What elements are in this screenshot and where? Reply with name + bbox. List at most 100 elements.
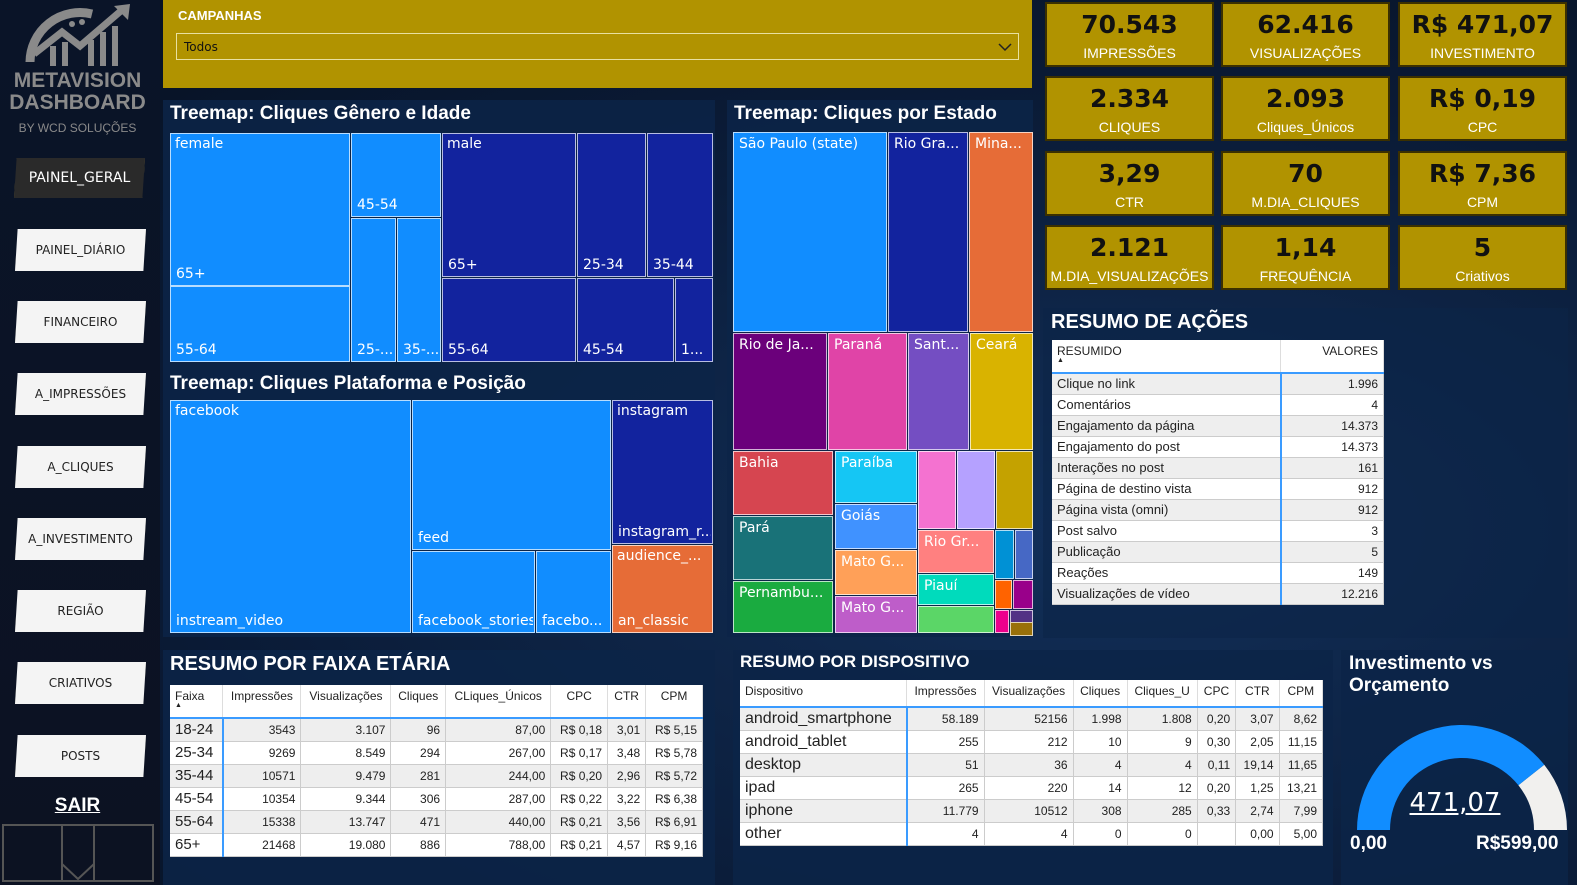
table-row[interactable]: 25-34 9269 8.549 294 267,00 R$ 0,17 3,48 R$ 5,7… [170,741,703,765]
treemap-platform-cell[interactable]: an_classic [612,545,713,633]
table-row[interactable]: iphone 11.779 10512 308 285 0,33 2,74 7,99 [740,799,1324,823]
table-row[interactable]: Clique no link 1.996 [1052,373,1384,395]
table-row[interactable]: 18-24 3543 3.107 96 87,00 R$ 0,18 3,01 R$ 5,15 [170,718,703,742]
treemap-gender-cell[interactable]: 45-54 [577,278,674,362]
column-header[interactable]: CTR [607,685,647,719]
treemap-state-cell[interactable]: Paraíba [835,451,917,503]
column-header[interactable]: Visualizações [984,680,1074,708]
table-row[interactable]: Página de destino vista 912 [1052,478,1384,500]
nav-posts[interactable]: POSTS [15,735,146,777]
table-row[interactable]: android_tablet 255 212 10 9 0,30 2,05 11,15 [740,730,1324,754]
treemap-state-cell[interactable]: Bahia [733,451,833,515]
treemap-state-cell[interactable]: Mina... [969,132,1033,332]
column-header[interactable]: CPC [550,685,609,719]
treemap-platform-cell[interactable]: instream_video [170,400,411,633]
treemap-state-cell[interactable]: Pará [733,516,833,580]
table-row[interactable]: Página vista (omni) 912 [1052,499,1384,521]
nav-a-impress-es[interactable]: A_IMPRESSÕES [15,373,146,415]
treemap-state-cell[interactable]: Paraná [828,333,907,450]
treemap-platform-cell[interactable]: instagram_r... [612,400,713,544]
treemap-state-cell[interactable] [995,580,1012,609]
treemap-platform-cell[interactable]: instagram [612,400,713,544]
treemap-gender-cell[interactable]: 25-... [351,218,396,362]
treemap-gender-cell[interactable]: 65+ [442,133,576,277]
treemap-state-cell[interactable] [957,451,995,529]
treemap-state-cell[interactable] [1015,530,1033,579]
treemap-gender-cell[interactable]: 55-64 [442,278,576,362]
table-row[interactable]: other 4 4 0 0 0,00 5,00 [740,822,1324,846]
treemap-state-cell[interactable] [995,610,1009,633]
table-row[interactable]: 35-44 10571 9.479 281 244,00 R$ 0,20 2,96 R$ 5,… [170,764,703,788]
treemap-state-cell[interactable]: Goiás [835,504,917,549]
table-row[interactable]: Comentários 4 [1052,394,1384,416]
treemap-gender-cell[interactable]: 35-... [397,218,441,362]
treemap-state-cell[interactable] [1010,622,1033,636]
table-row[interactable]: Post salvo 3 [1052,520,1384,542]
column-header[interactable]: CPM [645,685,703,719]
nav-financeiro[interactable]: FINANCEIRO [15,301,146,343]
table-row[interactable]: Interações no post 161 [1052,457,1384,479]
nav-painel-di-rio[interactable]: PAINEL_DIÁRIO [15,229,146,271]
treemap-state-cell[interactable] [918,606,994,633]
treemap-platform-cell[interactable]: audience_... [612,545,713,633]
treemap-state-cell[interactable]: Rio Gr... [918,530,994,573]
column-header[interactable]: RESUMIDO ▲ [1052,340,1282,374]
treemap-state-cell[interactable] [1013,580,1033,609]
nav-a-cliques[interactable]: A_CLIQUES [15,446,146,488]
column-header[interactable]: CTR [1235,680,1280,708]
treemap-state-cell[interactable]: Sant... [908,333,969,450]
treemap-platform-cell[interactable]: feed [412,400,611,550]
treemap-platform-cell[interactable]: facebo... [536,551,611,633]
treemap-platform-cell[interactable]: facebook_stories [412,551,535,633]
treemap-gender-cell[interactable]: male [442,133,713,362]
table-row[interactable]: 55-64 15338 13.747 471 440,00 R$ 0,21 3,56 R$ 6… [170,810,703,834]
nav-painel-geral[interactable]: PAINEL_GERAL [14,158,145,198]
column-header[interactable]: Impressões [222,685,302,719]
column-header[interactable]: CLiques_Únicos [445,685,552,719]
exit-button[interactable]: SAIR [54,795,101,816]
campaign-dropdown[interactable]: Todos [176,33,1019,60]
column-header[interactable]: CPM [1279,680,1324,708]
treemap-gender-cell[interactable]: 25-34 [577,133,646,277]
column-header[interactable]: Dispositivo [740,680,908,708]
table-row[interactable]: Visualizações de vídeo 12.216 [1052,583,1384,605]
table-row[interactable]: android_smartphone 58.189 52156 1.998 1.808 0… [740,707,1324,731]
treemap-state-cell[interactable]: Mato G... [835,596,917,633]
column-header[interactable]: Visualizações [300,685,392,719]
column-header[interactable]: Cliques [1073,680,1128,708]
treemap-gender-cell[interactable]: 1... [675,278,713,362]
table-row[interactable]: 45-54 10354 9.344 306 287,00 R$ 0,22 3,22 R$ 6,… [170,787,703,811]
table-row[interactable]: Publicação 5 [1052,541,1384,563]
column-header[interactable]: CPC [1197,680,1237,708]
treemap-state-cell[interactable] [995,530,1014,579]
table-row[interactable]: 65+ 21468 19.080 886 788,00 R$ 0,21 4,57 R$ 9,1… [170,833,703,857]
table-row[interactable]: Reações 149 [1052,562,1384,584]
treemap-gender-cell[interactable]: 45-54 [351,133,441,217]
treemap-state-cell[interactable]: Rio de Ja... [733,333,827,450]
nav-criativos[interactable]: CRIATIVOS [15,662,146,704]
table-row[interactable]: ipad 265 220 14 12 0,20 1,25 13,21 [740,776,1324,800]
treemap-gender-cell[interactable]: 35-44 [647,133,713,277]
treemap-state-cell[interactable]: Pernambu... [733,581,833,633]
treemap-state-cell[interactable] [918,451,956,529]
treemap-state-cell[interactable]: Piauí [918,574,994,605]
table-row[interactable]: desktop 51 36 4 4 0,11 19,14 11,65 [740,753,1324,777]
treemap-gender-cell[interactable]: 65+ [170,133,350,286]
table-row[interactable]: Engajamento da página 14.373 [1052,415,1384,437]
nav-a-investimento[interactable]: A_INVESTIMENTO [15,518,146,560]
treemap-state-cell[interactable]: Ceará [970,333,1033,450]
column-header[interactable]: Impressões [906,680,985,708]
treemap-gender-cell[interactable]: female [170,133,442,362]
column-header[interactable]: Faixa ▲ [170,685,224,719]
treemap-state-cell[interactable] [996,451,1033,529]
treemap-gender-cell[interactable]: 55-64 [170,286,350,362]
treemap-state-cell[interactable]: Rio Gra... [888,132,968,332]
table-row[interactable]: Engajamento do post 14.373 [1052,436,1384,458]
column-header[interactable]: VALORES [1280,340,1384,374]
treemap-state-cell[interactable]: Mato G... [835,550,917,595]
column-header[interactable]: Cliques_U [1127,680,1198,708]
column-header[interactable]: Cliques [390,685,447,719]
treemap-state-cell[interactable]: São Paulo (state) [733,132,887,332]
nav-regi-o[interactable]: REGIÃO [15,590,146,632]
treemap-platform-cell[interactable]: facebook [170,400,611,633]
